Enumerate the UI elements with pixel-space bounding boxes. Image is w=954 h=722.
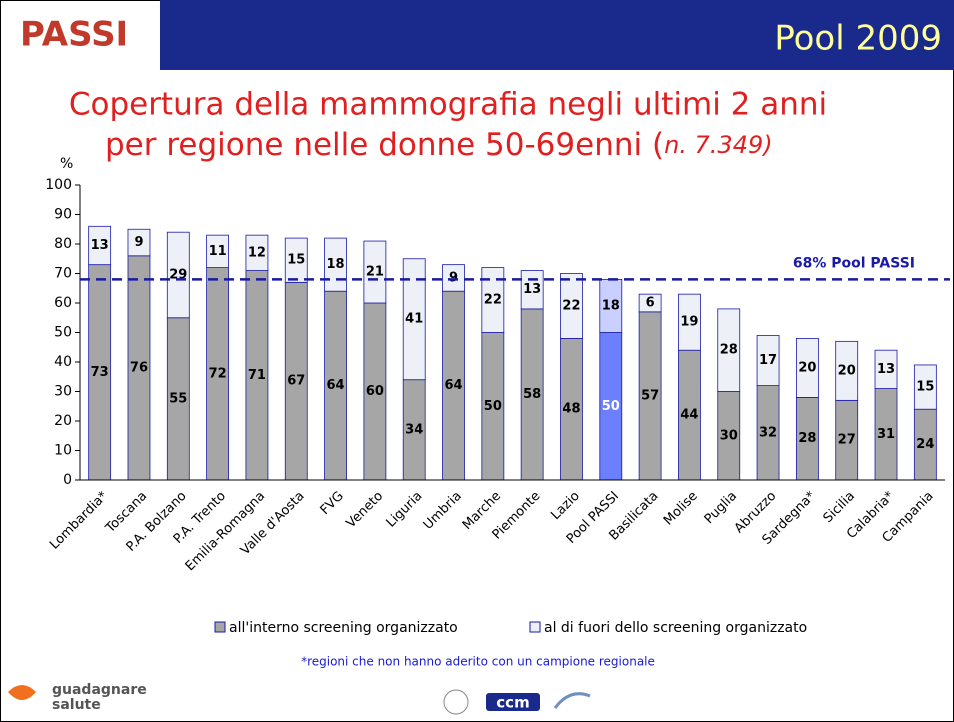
footer-icon bbox=[443, 689, 469, 715]
bar-segment bbox=[481, 267, 505, 333]
bar-segment bbox=[402, 258, 426, 381]
bar-segment bbox=[442, 264, 465, 292]
footer-icon bbox=[553, 692, 591, 709]
bar-segment bbox=[324, 237, 347, 292]
title: per regione nelle donne 50-69enni (n. 7.… bbox=[105, 127, 773, 163]
brand: guadagnare bbox=[52, 682, 147, 698]
value-label: 22 bbox=[484, 293, 502, 308]
value-label: 67 bbox=[287, 374, 305, 389]
value-label: 12 bbox=[248, 245, 266, 260]
title: per regione nelle donne 50-69enni ( bbox=[105, 127, 664, 163]
y-tick-label: 30 bbox=[54, 384, 72, 400]
value-label: 13 bbox=[523, 282, 541, 297]
value-label: 55 bbox=[169, 391, 187, 406]
value-label: 17 bbox=[759, 353, 777, 368]
value-label: 76 bbox=[130, 360, 148, 375]
value-label: 32 bbox=[759, 425, 777, 440]
y-tick-label: 90 bbox=[54, 207, 72, 223]
value-label: 30 bbox=[720, 428, 738, 443]
bar-segment bbox=[678, 293, 701, 351]
brand-icon bbox=[8, 685, 36, 700]
value-label: 9 bbox=[449, 270, 458, 285]
legend-swatch bbox=[214, 621, 226, 633]
y-tick-label: 80 bbox=[54, 236, 72, 252]
value-label: 15 bbox=[916, 380, 934, 395]
title: Copertura della mammografia negli ultimi… bbox=[69, 87, 827, 123]
value-label: 44 bbox=[680, 408, 698, 423]
value-label: 60 bbox=[366, 384, 384, 399]
value-label: 27 bbox=[838, 433, 856, 448]
legend-swatch bbox=[529, 621, 541, 633]
bar-segment bbox=[88, 225, 112, 266]
value-label: 15 bbox=[287, 253, 305, 268]
value-label: 6 bbox=[646, 296, 655, 311]
legend-label: all'interno screening organizzato bbox=[229, 620, 458, 636]
footnote: *regioni che non hanno aderito con un ca… bbox=[301, 655, 655, 669]
bar-segment bbox=[913, 364, 937, 410]
value-label: 50 bbox=[602, 399, 620, 414]
value-label: 13 bbox=[91, 238, 109, 253]
value-label: 18 bbox=[602, 298, 620, 313]
value-label: 50 bbox=[484, 399, 502, 414]
value-label: 73 bbox=[91, 365, 109, 380]
bar-segment bbox=[245, 234, 269, 271]
value-label: 41 bbox=[405, 312, 423, 327]
y-tick-label: 40 bbox=[54, 354, 72, 370]
legend-label: al di fuori dello screening organizzato bbox=[544, 620, 807, 636]
y-tick-label: 10 bbox=[54, 443, 72, 459]
value-label: 58 bbox=[523, 387, 541, 402]
value-label: 20 bbox=[798, 360, 816, 375]
value-label: 24 bbox=[916, 437, 934, 452]
header-bar bbox=[160, 0, 954, 70]
y-tick-label: 50 bbox=[54, 325, 72, 341]
title-note: n. 7.349) bbox=[664, 131, 773, 159]
value-label: 64 bbox=[444, 378, 462, 393]
bar-segment bbox=[638, 293, 662, 313]
value-label: 9 bbox=[134, 235, 143, 250]
bar-segment bbox=[166, 231, 190, 319]
value-label: 72 bbox=[209, 366, 227, 381]
bar-segment bbox=[363, 240, 387, 304]
brand: salute bbox=[52, 697, 101, 713]
bar-segment bbox=[560, 273, 583, 339]
value-label: 20 bbox=[838, 363, 856, 378]
y-label: % bbox=[60, 156, 73, 172]
bar-segment bbox=[127, 228, 151, 257]
bar-segment bbox=[756, 335, 780, 387]
reference-label: 68% Pool PASSI bbox=[793, 255, 915, 271]
bar-segment bbox=[835, 340, 859, 401]
value-label: 34 bbox=[405, 422, 423, 437]
logo: PASSI bbox=[20, 15, 128, 55]
value-label: 71 bbox=[248, 368, 266, 383]
bar-segment bbox=[284, 237, 308, 283]
value-label: 48 bbox=[562, 402, 580, 417]
value-label: 21 bbox=[366, 265, 384, 280]
y-tick-label: 0 bbox=[63, 472, 72, 488]
value-label: 11 bbox=[209, 244, 227, 259]
value-label: 18 bbox=[327, 257, 345, 272]
y-tick-label: 70 bbox=[54, 266, 72, 282]
value-label: 28 bbox=[798, 431, 816, 446]
footer-logo: ccm bbox=[496, 694, 529, 712]
y-tick-label: 60 bbox=[54, 295, 72, 311]
value-label: 28 bbox=[720, 343, 738, 358]
y-tick-label: 20 bbox=[54, 413, 72, 429]
bar-segment bbox=[795, 337, 819, 398]
value-label: 13 bbox=[877, 362, 895, 377]
value-label: 57 bbox=[641, 388, 659, 403]
value-label: 31 bbox=[877, 427, 895, 442]
footer-logo-bg bbox=[486, 693, 540, 711]
value-label: 22 bbox=[562, 298, 580, 313]
bar-segment bbox=[874, 349, 898, 389]
bar-segment bbox=[717, 308, 741, 392]
bar-segment bbox=[206, 234, 230, 268]
value-label: 19 bbox=[680, 315, 698, 330]
header-label: Pool 2009 bbox=[774, 19, 942, 59]
value-label: 64 bbox=[327, 378, 345, 393]
y-tick-label: 100 bbox=[45, 177, 72, 193]
